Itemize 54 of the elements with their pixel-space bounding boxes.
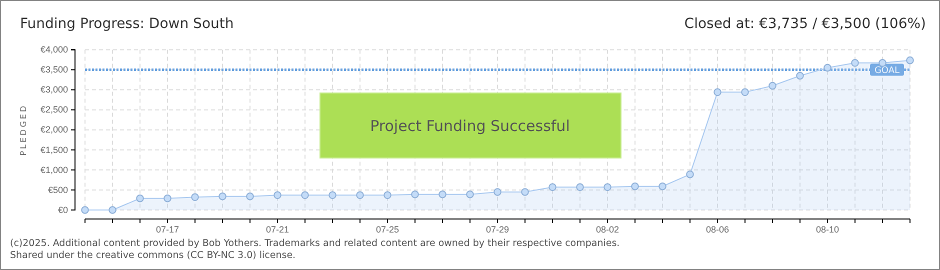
success-banner: Project Funding Successful [320, 92, 622, 158]
x-tick-label: 07-29 [486, 224, 510, 234]
point [548, 183, 556, 192]
y-tick-label: €2,000 [40, 124, 68, 135]
point [81, 206, 89, 214]
point [741, 88, 749, 96]
point [191, 193, 199, 202]
point [824, 64, 832, 72]
ref-line-label: GOAL [874, 66, 900, 76]
point [274, 191, 282, 200]
point [796, 72, 804, 80]
point [136, 194, 144, 202]
point [714, 88, 722, 96]
point [686, 170, 694, 178]
x-tick-label: 08-10 [816, 224, 840, 234]
chart-title: Funding Progress: Down South [20, 16, 234, 32]
x-tick-label: 07-17 [156, 224, 180, 234]
y-tick-label: €1,000 [40, 164, 68, 175]
text: (c)2025. Additional content provided by Bob Yothers. Trademarks and related content are owned by their respective companies. [10, 238, 620, 249]
y-tick-label: €4,000 [40, 44, 68, 55]
x-tick-label: 08-02 [596, 224, 620, 234]
point [328, 191, 336, 200]
point [494, 188, 502, 196]
point [384, 191, 392, 200]
y-tick-label: €2,500 [40, 104, 68, 115]
y-tick-label: €3,000 [40, 84, 68, 95]
point [246, 192, 254, 200]
annotation: Project Funding Successful [370, 117, 570, 135]
y-tick-label: €1,500 [40, 144, 68, 155]
point [768, 82, 776, 90]
point [851, 59, 859, 67]
y-tick-label: €3,500 [40, 64, 68, 75]
point [906, 56, 914, 64]
x-tick-label: 07-25 [376, 224, 400, 234]
point [164, 194, 172, 202]
point [521, 188, 529, 196]
chart-subtitle: Closed at: €3,735 / €3,500 (106%) [684, 16, 926, 32]
point [356, 191, 364, 200]
text: Shared under the creative commons (CC BY-NC 3.0) license. [10, 250, 296, 261]
point [658, 182, 666, 190]
point [604, 183, 612, 192]
point [466, 190, 474, 198]
point [108, 206, 116, 214]
y-tick-label: €0 [58, 204, 68, 215]
x-tick-label: 08-06 [706, 224, 730, 234]
point [576, 183, 584, 192]
point [438, 190, 446, 198]
y-axis-title: PLEDGED [19, 104, 28, 156]
x-tick-label: 07-21 [266, 224, 290, 234]
point [218, 192, 226, 200]
y-tick-label: €500 [48, 184, 68, 195]
point [301, 191, 309, 200]
point [631, 182, 639, 190]
point [411, 190, 419, 198]
